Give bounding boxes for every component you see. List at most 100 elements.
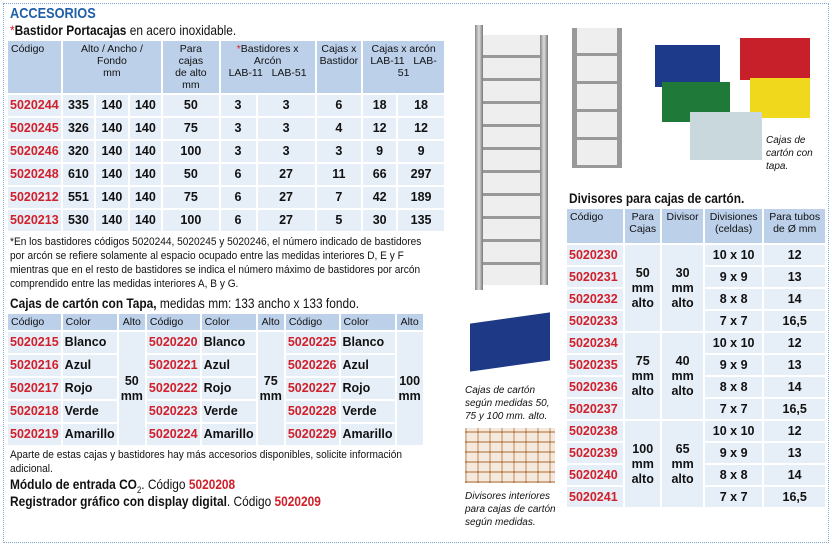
table-cell: 7 [316,187,362,208]
red-box-image [740,38,810,80]
col-cajas: Cajas x Bastidor [316,41,362,93]
product-code: 5020212 [8,187,61,208]
tubos-cell: 14 [764,289,825,309]
color-cell: Rojo [62,378,117,399]
alto-cell: 75 mm [257,332,284,445]
table-cell: 12 [363,118,397,139]
para-cajas-cell: 100 mm alto [625,421,661,507]
product-code: 5020216 [8,355,61,376]
table-row: 5020218 Verde 5020223 Verde 5020228 Verde [8,401,423,422]
table-row: 5020235 9 x 9 13 [567,355,825,375]
product-code: 5020236 [567,377,624,397]
table-cell: 42 [363,187,397,208]
table-row: 5020248 610 140 140 50 6 27 11 66 297 [8,164,444,185]
table-cell: 140 [129,118,162,139]
bastidor-note: *En los bastidores códigos 5020244, 5020… [10,236,422,290]
table-cell: 100 [163,141,219,162]
table-cell: 140 [96,95,128,116]
tubos-cell: 13 [764,443,825,463]
alto-cell: 50 mm [118,332,145,445]
table-cell: 66 [363,164,397,185]
table-cell: 3 [257,141,315,162]
tubos-cell: 14 [764,465,825,485]
tubos-cell: 14 [764,377,825,397]
product-code: 5020229 [285,424,339,445]
table-cell: 18 [363,95,397,116]
table-cell: 100 [163,210,219,231]
table-cell: 140 [129,187,162,208]
caption-tapa: Cajas de cartón con tapa. [766,135,813,172]
product-code: 5020227 [285,378,339,399]
table-cell: 27 [257,187,315,208]
table-row: 5020237 7 x 7 16,5 [567,399,825,419]
table-row: 5020236 8 x 8 14 [567,377,825,397]
left-column: ACCESORIOS *Bastidor Portacajas en acero… [6,5,456,510]
product-code: 5020233 [567,311,624,331]
divisor-cell: 65 mm alto [662,421,703,507]
product-code: 5020240 [567,465,624,485]
table-cell: 3 [220,141,256,162]
table-cell: 75 [163,187,219,208]
product-code: 5020225 [285,332,339,353]
tubos-cell: 16,5 [764,311,825,331]
color-cell: Amarillo [340,424,395,445]
tubos-cell: 13 [764,267,825,287]
divisiones-cell: 7 x 7 [704,487,763,507]
table-cell: 610 [62,164,95,185]
color-cell: Verde [201,401,256,422]
divisiones-cell: 7 x 7 [704,311,763,331]
caption-divisores: Divisores interiores para cajas de cartó… [465,491,556,528]
product-code: 5020220 [146,332,200,353]
table-row: 5020212 551 140 140 75 6 27 7 42 189 [8,187,444,208]
product-code: 5020232 [567,289,624,309]
product-code: 5020230 [567,245,624,265]
table-cell: 3 [220,118,256,139]
table-cell: 3 [316,141,362,162]
table-cell: 297 [398,164,444,185]
table-cell: 140 [96,210,128,231]
tubos-cell: 13 [764,355,825,375]
table-cell: 6 [316,95,362,116]
table-cell: 140 [96,187,128,208]
divisores-title: Divisores para cajas de cartón. [569,190,745,206]
table-cell: 140 [96,118,128,139]
table-cell: 140 [129,164,162,185]
footer-note: Aparte de estas cajas y bastidores hay m… [10,449,403,475]
col-codigo: Código [285,314,339,330]
table-cell: 189 [398,187,444,208]
tubos-cell: 12 [764,333,825,353]
col-codigo: Código [8,41,61,93]
col-alto: Alto [118,314,145,330]
divisiones-cell: 9 x 9 [704,267,763,287]
product-code: 5020226 [285,355,339,376]
col-tubos: Para tubos de Ø mm [764,209,825,243]
cajas-table: Código Color Alto Código Color Alto Código Colo… [6,312,425,447]
table-cell: 75 [163,118,219,139]
divisiones-cell: 7 x 7 [704,399,763,419]
table-row: 5020219 Amarillo 5020224 Amarillo 5020229 Ama… [8,424,423,445]
table-cell: 5 [316,210,362,231]
section-title: ACCESORIOS [10,5,96,22]
product-code: 5020231 [567,267,624,287]
alto-cell: 100 mm [396,332,423,445]
product-code: 5020248 [8,164,61,185]
table-cell: 12 [398,118,444,139]
product-code: 5020223 [146,401,200,422]
table-cell: 551 [62,187,95,208]
table-row: 5020213 530 140 140 100 6 27 5 30 135 [8,210,444,231]
table-cell: 335 [62,95,95,116]
product-code: 5020245 [8,118,61,139]
color-cell: Azul [340,355,395,376]
table-cell: 27 [257,210,315,231]
col-divisor: Divisor [662,209,703,243]
col-cajas-arcon: Cajas x arcón LAB-11 LAB-51 [363,41,444,93]
tubos-cell: 16,5 [764,487,825,507]
color-cell: Verde [340,401,395,422]
col-para: Para cajas de alto mm [163,41,219,93]
col-dims: Alto / Ancho / Fondo mm [62,41,162,93]
table-row: 5020234 75 mm alto 40 mm alto 10 x 10 12 [567,333,825,419]
table-row: 5020240 8 x 8 14 [567,465,825,485]
divisiones-cell: 8 x 8 [704,465,763,485]
product-code: 5020246 [8,141,61,162]
bastidor-title: *Bastidor Portacajas en acero inoxidable… [10,22,237,38]
